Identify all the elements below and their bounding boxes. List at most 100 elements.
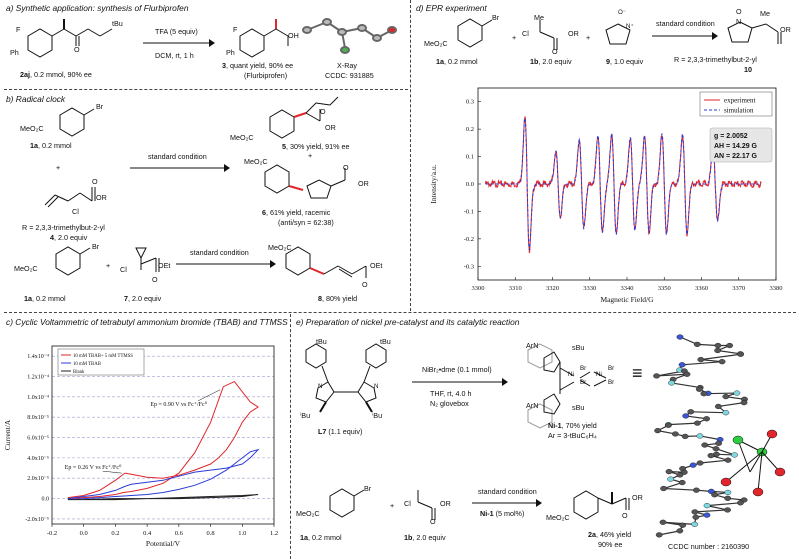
ortep-atom [712, 446, 720, 452]
epr-g-value: g = 2.0052 [714, 133, 748, 140]
r-def-d: R = 2,3,3-trimethylbut-2-yl [674, 55, 757, 64]
atom-o-6: O [343, 163, 349, 172]
epr-y-tick: 0.0 [466, 181, 474, 188]
cv-legend-box [57, 348, 145, 376]
atom-ph-product: Ph [226, 48, 235, 57]
structure-10 [727, 21, 782, 44]
atom-nplus-9: N⁺ [626, 23, 634, 30]
r-def-b: R = 2,3,3-trimethylbut-2-yl [22, 223, 105, 232]
epr-legend-label-1: simulation [724, 107, 754, 115]
atom-oh: OH [288, 31, 299, 40]
ratio-6: (anti/syn = 62:38) [278, 218, 334, 227]
ortep-atom [707, 452, 715, 459]
ortep-atom [676, 334, 684, 340]
ortep-atom [654, 428, 662, 434]
divider-a-b [4, 89, 408, 90]
ortep-atom [659, 519, 667, 525]
ortep-atom [665, 469, 673, 475]
ortep-bond [690, 411, 726, 414]
atom-or-1b-e: OR [440, 499, 451, 508]
epr-y-tick: -0.3 [464, 263, 474, 270]
ortep-bond [699, 435, 721, 441]
epr-legend-box [699, 91, 773, 117]
ortep-atom [701, 442, 709, 448]
epr-y-label: Intensity/a.u. [429, 164, 438, 203]
atom-br-a: Br [580, 365, 587, 372]
ccdc-e: CCDC number : 2160390 [668, 542, 750, 551]
atom-tbu: tBu [112, 19, 123, 28]
reagent-thf: THF, rt, 4.0 h [430, 389, 472, 398]
epr-legend: experiment simulation [699, 91, 773, 117]
ortep-atom [679, 522, 687, 528]
divider-vertical-bottom [290, 314, 291, 559]
atom-br-c: Br [608, 365, 615, 372]
atom-br-b: Br [580, 379, 587, 386]
label-1a-second: 1a, 0.2 mmol [24, 294, 66, 303]
atom-meo2c-1a-second: MeO₂C [14, 264, 38, 273]
ortep-atom [691, 521, 699, 527]
condition-e: standard condition [478, 487, 537, 496]
atom-f-product: F [233, 25, 238, 34]
ortep-atom [697, 357, 705, 363]
atom-n-l7-left: N [318, 383, 323, 390]
atom-o-carbonyl: O [74, 45, 80, 54]
epr-legend-label-0: experiment [724, 97, 756, 105]
atom-tbu-l7-right: tBu [380, 337, 391, 346]
ortep-atom [682, 413, 690, 419]
reagent-dcm: DCM, rt, 1 h [155, 51, 194, 60]
epr-y-tick: 0.2 [466, 126, 474, 133]
atom-meo2c-6: MeO₂C [244, 157, 268, 166]
epr-y-tick: 0.1 [466, 154, 474, 161]
atom-or-2a: OR [632, 493, 643, 502]
structure-1b-e [417, 490, 436, 520]
plus-d2: + [586, 33, 591, 42]
ortep-atom [724, 495, 732, 501]
label-8: 8, 80% yield [318, 294, 358, 303]
epr-x-tick: 3380 [770, 285, 783, 292]
epr-x-tick: 3360 [695, 285, 708, 292]
atom-or-5: OR [325, 123, 336, 132]
ortep-atom [718, 359, 726, 365]
ortep-bond [671, 382, 701, 389]
atom-cl-1b-e: Cl [404, 499, 411, 508]
cv-y-tick: 1.4x10⁻⁴ [27, 354, 49, 360]
label-3: 3, quant yield, 90% ee [222, 61, 294, 70]
condition-b1: standard condition [148, 152, 207, 161]
panel-d-title: d) EPR experiment [416, 3, 487, 13]
arrow-e2 [472, 499, 542, 507]
cv-series-line-0 [67, 380, 260, 500]
structure-7 [135, 247, 160, 272]
ortep-atom [726, 342, 734, 349]
ortep-bond [663, 487, 697, 491]
condition-b2: standard condition [190, 248, 249, 257]
label-2aj: 2aj, 0.2 mmol, 90% ee [20, 70, 92, 79]
atom-tbu-l7-left: tBu [316, 337, 327, 346]
atom-meo2c-1a: MeO₂C [20, 124, 44, 133]
cv-x-tick: 0.4 [143, 530, 152, 537]
cv-x-tick: 0.8 [207, 530, 215, 537]
atom-cl-7: Cl [120, 265, 127, 274]
ortep-bond [706, 502, 741, 507]
epr-a-h: AH = 14.29 G [714, 143, 758, 150]
atom-br-1a-second: Br [92, 242, 100, 251]
epr-x-tick: 3300 [472, 285, 485, 292]
structure-2a [573, 490, 630, 520]
label-1b-e: 1b, 2.0 equiv [404, 533, 446, 542]
ortep-bond [700, 359, 723, 363]
atom-o-8: O [362, 280, 368, 289]
atom-or-6: OR [358, 179, 369, 188]
ortep-atom [692, 487, 700, 493]
atom-meo2c-e: MeO₂C [296, 509, 320, 518]
ortep-atom [703, 503, 711, 509]
label-1a-b: 1a, 0.2 mmol [30, 141, 72, 150]
cv-annotation-pointer-high [197, 389, 221, 402]
ortep-br-atom [766, 429, 778, 439]
label-1a-e: 1a, 0.2 mmol [300, 533, 342, 542]
cv-y-tick: 2.0x10⁻⁵ [27, 476, 49, 482]
label-9: 9, 1.0 equiv [606, 57, 644, 66]
epr-x-tick: 3340 [621, 285, 634, 292]
ortep-bond [697, 343, 718, 347]
epr-x-label: Magnetic Field/G [600, 295, 654, 304]
epr-y-tick: 0.3 [466, 99, 474, 106]
atom-cl-4: Cl [72, 207, 79, 216]
